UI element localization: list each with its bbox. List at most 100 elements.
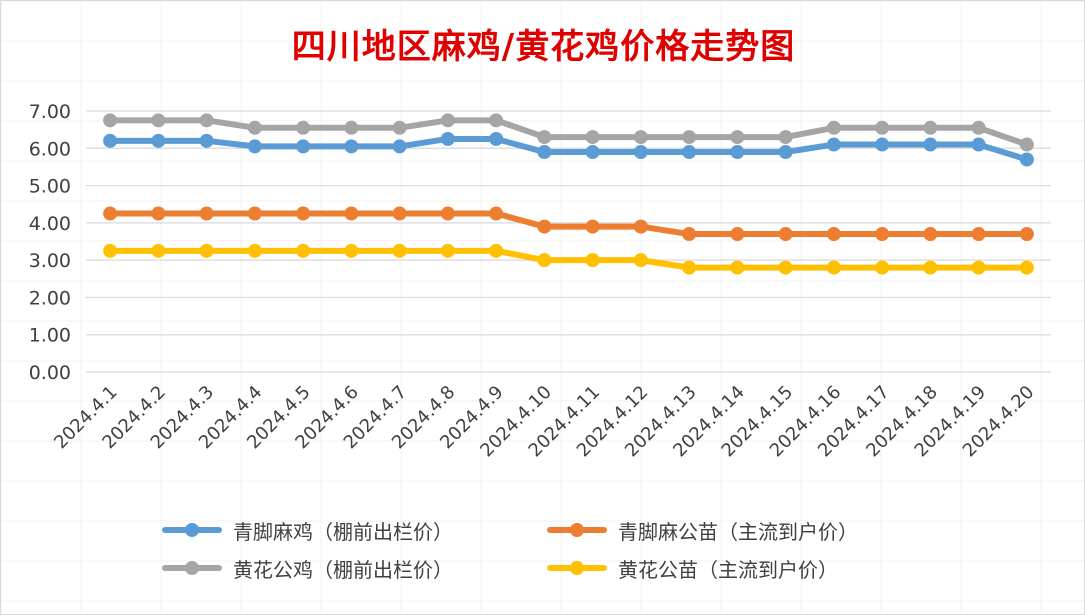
data-point [633,219,648,234]
data-point [923,137,938,152]
legend-label: 黄花公苗（主流到户价） [618,557,838,582]
data-point [103,113,118,128]
data-point [730,145,745,160]
legend-swatch [162,561,222,575]
data-point [826,227,841,242]
data-point [682,130,697,145]
data-point [778,227,793,242]
y-tick-label: 7.00 [29,101,71,123]
data-point [151,133,166,148]
data-point [875,227,890,242]
data-point [103,133,118,148]
data-point [392,243,407,258]
data-point [633,253,648,268]
data-point [392,139,407,154]
data-point [585,253,600,268]
data-point [440,243,455,258]
data-point [971,120,986,135]
legend-swatch [162,523,222,537]
data-point [875,137,890,152]
series-line [107,117,1030,148]
legend-swatch-marker [570,561,584,575]
data-point [151,206,166,221]
data-point [151,113,166,128]
data-point [682,227,697,242]
legend-label: 黄花公鸡（棚前出栏价） [233,557,453,582]
data-point [296,139,311,154]
series-layer [103,113,1034,275]
legend-item: 黄花公苗（主流到户价） [546,551,838,585]
data-point [199,243,214,258]
data-point [633,130,648,145]
data-point [103,243,118,258]
data-point [440,131,455,146]
data-point [971,137,986,152]
legend-label: 青脚麻公苗（主流到户价） [618,519,858,544]
data-point [199,133,214,148]
legend-item: 青脚麻公苗（主流到户价） [546,513,858,547]
data-point [778,130,793,145]
chart-title: 四川地区麻鸡/黄花鸡价格走势图 [291,27,796,67]
series-line [107,135,1030,163]
data-point [537,130,552,145]
data-point [682,260,697,275]
y-tick-label: 6.00 [29,138,71,160]
data-point [585,145,600,160]
data-point [296,120,311,135]
data-point [875,260,890,275]
data-point [537,219,552,234]
legend-item: 黄花公鸡（棚前出栏价） [161,551,453,585]
data-point [247,243,262,258]
data-point [247,139,262,154]
data-point [296,206,311,221]
data-point [296,243,311,258]
y-tick-label: 3.00 [29,250,71,272]
y-tick-label: 4.00 [29,213,71,235]
data-point [199,113,214,128]
data-point [730,260,745,275]
data-point [489,113,504,128]
data-point [489,243,504,258]
data-point [392,206,407,221]
legend-item: 青脚麻鸡（棚前出栏价） [161,513,453,547]
data-point [103,206,118,221]
data-point [778,260,793,275]
data-point [923,260,938,275]
data-point [344,139,359,154]
data-point [151,243,166,258]
legend: 青脚麻鸡（棚前出栏价） 青脚麻公苗（主流到户价） 黄花公鸡（棚前出栏价） 黄花公苗（主… [161,513,961,593]
data-point [344,120,359,135]
legend-label: 青脚麻鸡（棚前出栏价） [233,519,453,544]
data-point [730,227,745,242]
data-point [1019,227,1034,242]
series-4 [103,243,1034,275]
legend-swatch-marker [185,561,199,575]
data-point [826,120,841,135]
y-tick-label: 2.00 [29,287,71,309]
y-tick-label: 1.00 [29,325,71,347]
legend-swatch [547,561,607,575]
data-point [440,113,455,128]
data-point [440,206,455,221]
data-point [199,206,214,221]
data-point [247,120,262,135]
data-point [344,243,359,258]
series-line [107,210,1030,238]
data-point [247,206,262,221]
data-point [971,227,986,242]
data-point [730,130,745,145]
data-point [633,145,648,160]
series-2 [103,206,1034,242]
data-point [826,260,841,275]
data-point [585,219,600,234]
series-3 [103,113,1034,152]
data-point [875,120,890,135]
data-point [489,131,504,146]
series-line [107,247,1030,271]
y-axis-tick-labels: 0.00 1.00 2.00 3.00 4.00 5.00 6.00 7.00 [29,101,71,384]
y-tick-label: 5.00 [29,176,71,198]
data-point [1019,152,1034,167]
legend-swatch [547,523,607,537]
